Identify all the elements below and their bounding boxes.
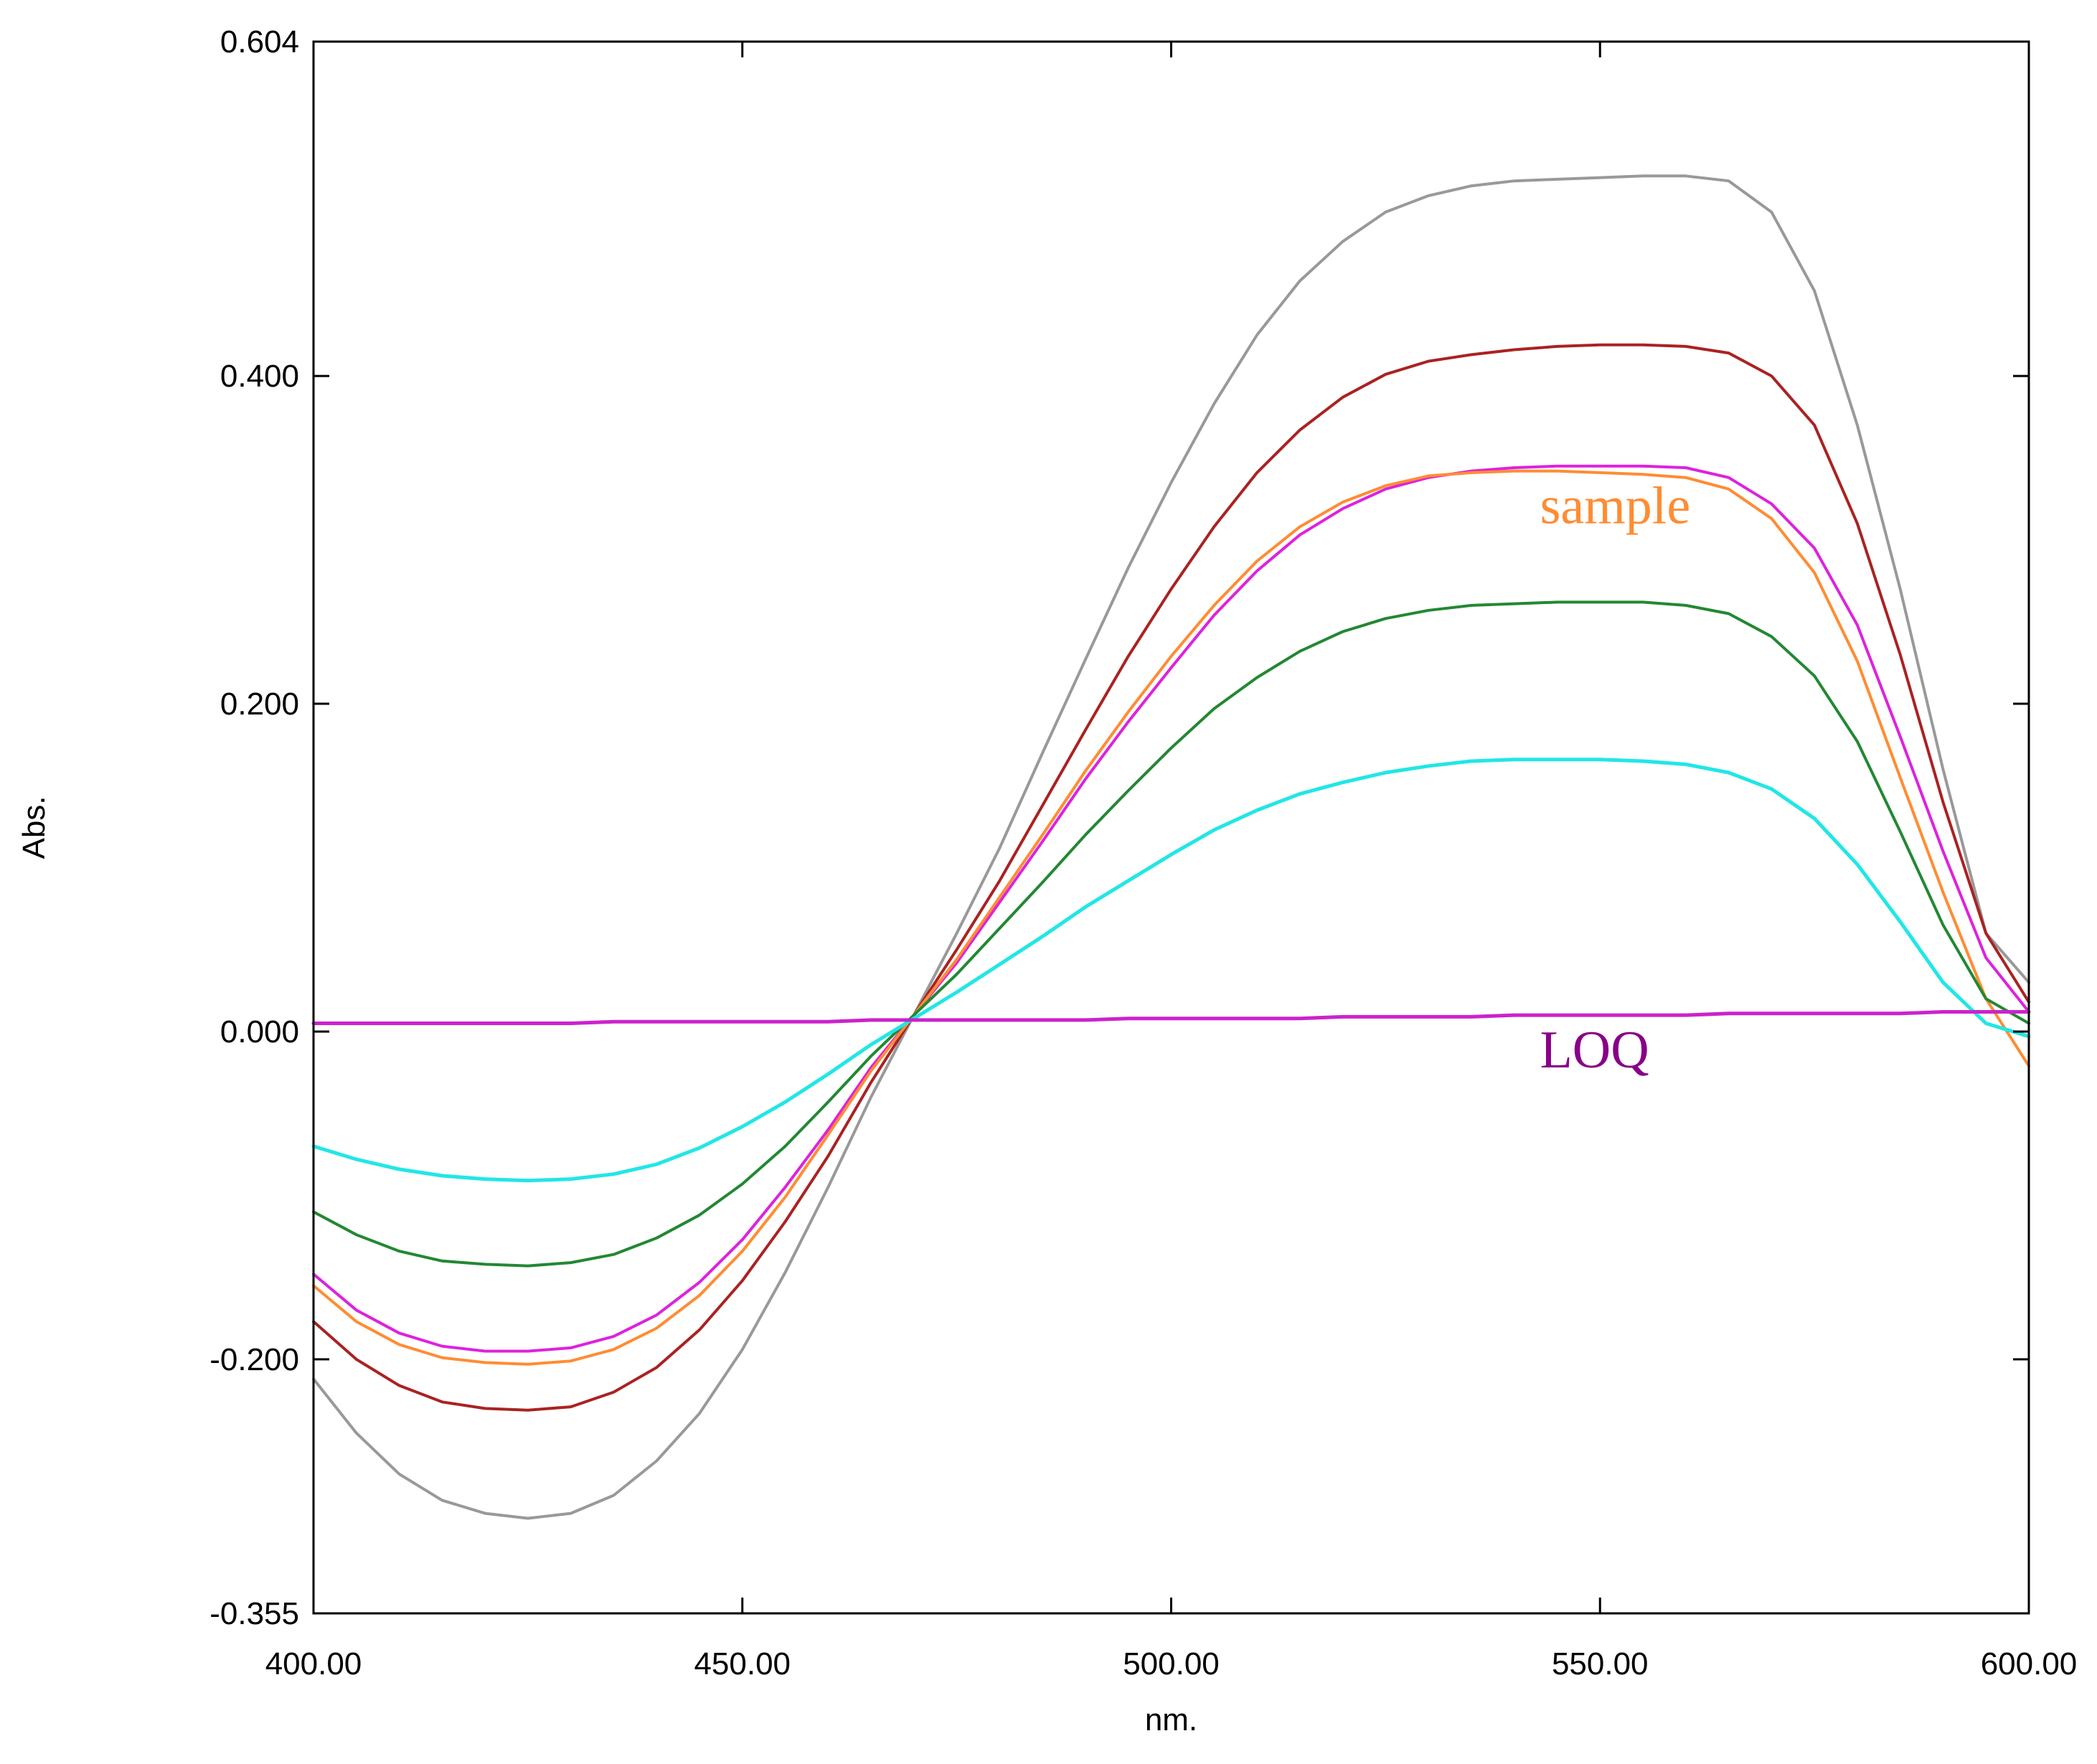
y-tick-label: -0.355 (209, 1596, 299, 1631)
x-tick-label: 550.00 (1552, 1646, 1649, 1682)
ticks-layer: 400.00 450.00 500.00 550.00 600.00 -0.355 -0.2… (209, 24, 2077, 1682)
y-tick-label: 0.200 (220, 687, 299, 722)
annotation-sample: sample (1540, 477, 1691, 536)
y-tick-label: 0.000 (220, 1014, 299, 1050)
series-line-loq (311, 1010, 2031, 1025)
x-tick-label: 450.00 (694, 1646, 791, 1682)
x-tick-label: 600.00 (1981, 1646, 2078, 1682)
y-tick-label: 0.400 (220, 359, 299, 394)
series-line-sample (312, 469, 2030, 1366)
series-line-green (312, 600, 2030, 1268)
y-axis-title: Abs. (17, 796, 52, 859)
series-line-gray (312, 174, 2030, 1520)
plot-frame (312, 40, 2030, 1615)
series-line-dark-red (312, 343, 2030, 1412)
series-line-cyan (311, 758, 2031, 1183)
series-layer (311, 174, 2031, 1520)
annotation-layer: sample LOQ (1540, 477, 1691, 1080)
series-line-magenta (312, 464, 2030, 1353)
y-tick-label: 0.604 (220, 24, 299, 60)
annotation-loq: LOQ (1540, 1021, 1649, 1080)
x-tick-label: 400.00 (265, 1646, 362, 1682)
x-tick-label: 500.00 (1123, 1646, 1220, 1682)
y-tick-label: -0.200 (209, 1342, 299, 1377)
x-axis-title: nm. (1145, 1702, 1197, 1737)
